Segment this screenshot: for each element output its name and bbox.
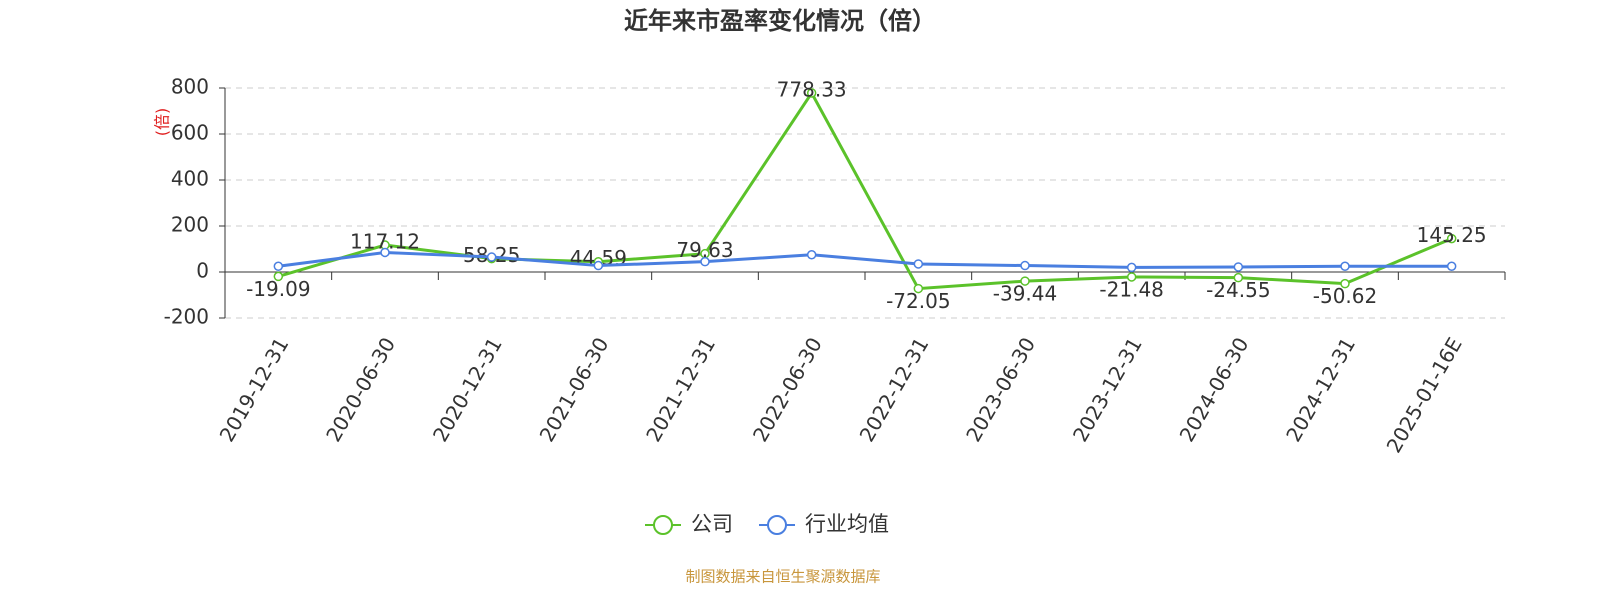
x-tick-label: 2025-01-16E: [1382, 333, 1467, 457]
x-tick-label: 2022-06-30: [748, 333, 827, 446]
source-note: 制图数据来自恒生聚源数据库: [685, 568, 880, 586]
y-tick-label: 400: [171, 167, 209, 191]
data-label: 145.25: [1417, 223, 1487, 247]
x-tick-label: 2022-12-31: [855, 333, 934, 446]
y-tick-label: 0: [196, 259, 209, 283]
legend-label: 公司: [691, 512, 733, 536]
x-tick-label: 2024-12-31: [1281, 333, 1360, 446]
data-point: [1233, 262, 1244, 272]
data-point: [1446, 261, 1457, 271]
x-tick-label: 2020-06-30: [321, 333, 400, 446]
data-point: [1340, 261, 1350, 271]
legend-marker: [653, 515, 673, 535]
data-point: [913, 283, 924, 294]
data-label: -21.48: [1099, 277, 1163, 301]
data-point: [700, 256, 710, 267]
y-tick-label: 800: [171, 75, 209, 99]
data-point: [1020, 260, 1030, 271]
data-point: [486, 252, 497, 262]
data-label: -72.05: [886, 289, 950, 313]
x-tick-label: 2021-06-30: [535, 333, 614, 446]
data-point: [593, 260, 604, 271]
data-point: [273, 261, 284, 271]
data-label: -39.44: [993, 282, 1057, 306]
chart-title: 近年来市盈率变化情况（倍）: [624, 7, 936, 35]
data-point: [806, 88, 817, 98]
legend-label: 行业均值: [805, 512, 889, 536]
y-axis-label: (倍): [153, 108, 172, 137]
data-point: [1340, 278, 1350, 289]
data-point: [1233, 272, 1244, 283]
y-tick-label: -200: [164, 305, 209, 329]
x-tick-label: 2023-06-30: [961, 333, 1040, 446]
x-tick-label: 2019-12-31: [215, 333, 294, 446]
data-label: -50.62: [1313, 284, 1377, 308]
data-label: -24.55: [1206, 278, 1270, 302]
y-tick-label: 600: [171, 121, 209, 145]
data-point: [1020, 276, 1030, 286]
data-point: [1446, 233, 1457, 244]
x-tick-label: 2023-12-31: [1068, 333, 1147, 446]
x-tick-label: 2021-12-31: [641, 333, 720, 446]
x-tick-label: 2024-06-30: [1175, 333, 1254, 446]
data-point: [1126, 272, 1137, 282]
data-point: [273, 271, 284, 282]
y-tick-label: 200: [171, 213, 209, 237]
data-point: [806, 250, 817, 260]
data-point: [1126, 262, 1137, 273]
data-point: [380, 247, 390, 258]
data-label: 778.33: [777, 77, 847, 101]
data-point: [913, 259, 924, 269]
data-label: -19.09: [246, 277, 310, 301]
x-tick-label: 2020-12-31: [428, 333, 507, 446]
legend-marker: [767, 515, 787, 535]
series-line: [278, 250, 1452, 269]
